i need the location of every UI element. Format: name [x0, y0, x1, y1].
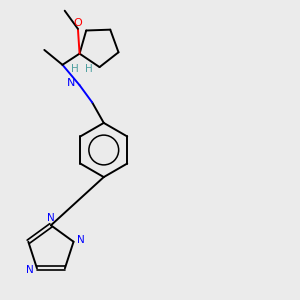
Text: O: O [74, 18, 82, 28]
Text: N: N [47, 213, 55, 223]
Text: N: N [77, 235, 85, 245]
Text: H: H [71, 64, 79, 74]
Text: H: H [85, 64, 93, 74]
Text: N: N [26, 265, 34, 275]
Text: N: N [67, 78, 76, 88]
